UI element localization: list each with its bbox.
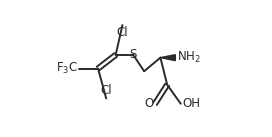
Text: NH$_2$: NH$_2$: [177, 50, 200, 65]
Text: Cl: Cl: [117, 26, 128, 39]
Text: O: O: [144, 97, 154, 110]
Polygon shape: [160, 55, 175, 61]
Text: S: S: [129, 48, 137, 61]
Text: F$_3$C: F$_3$C: [56, 61, 78, 76]
Text: OH: OH: [182, 97, 200, 110]
Text: Cl: Cl: [100, 84, 112, 97]
